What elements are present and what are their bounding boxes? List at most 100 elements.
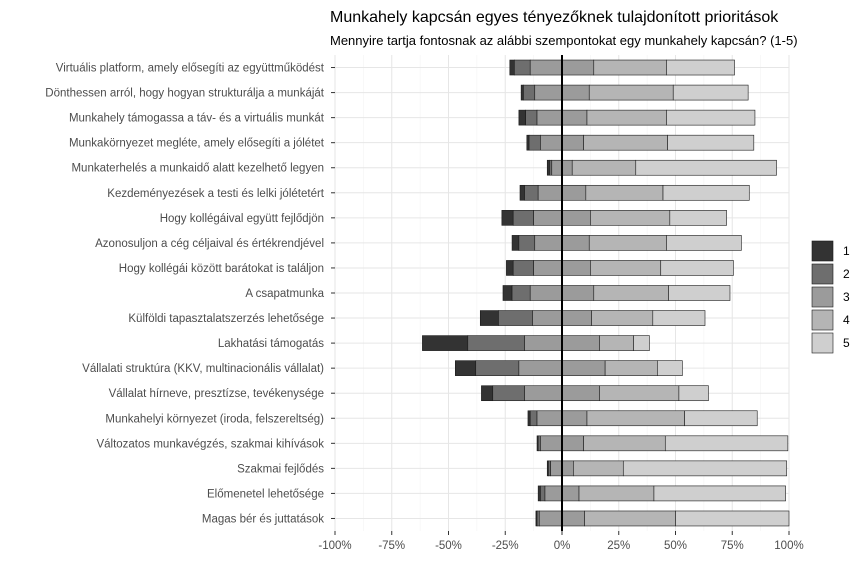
- bar-segment: [528, 134, 541, 151]
- x-tick-label: -25%: [492, 540, 519, 552]
- bar-segment: [586, 410, 685, 427]
- bar-segment: [599, 385, 680, 402]
- legend-swatch: [811, 263, 834, 285]
- bar-segment: [590, 260, 662, 276]
- category-label: Vállalati struktúra (KKV, multinacionáli…: [82, 363, 324, 375]
- bar-segment: [657, 360, 683, 376]
- bar-segment: [675, 510, 790, 527]
- bar-segment: [635, 159, 777, 176]
- bar-segment: [518, 235, 536, 251]
- bar-segment: [586, 109, 667, 126]
- bar-segment: [668, 285, 731, 301]
- bar-segment: [666, 59, 735, 76]
- bar-segment: [518, 109, 526, 126]
- bar-segment: [591, 310, 654, 326]
- bar-segment: [512, 210, 534, 226]
- bar-segment: [622, 460, 788, 477]
- category-label: Hogy kollégái között barátokat is találj…: [119, 263, 324, 275]
- bar-segment: [667, 134, 755, 151]
- bar-segment: [540, 485, 546, 502]
- category-label: Lakhatási támogatás: [218, 338, 324, 350]
- category-axis: Virtuális platform, amely elősegíti az e…: [45, 63, 335, 525]
- bar-segment: [512, 260, 534, 276]
- bar-segment: [571, 159, 637, 176]
- bar-segment: [514, 59, 531, 76]
- category-label: Vállalat hírneve, presztízse, tevékenysé…: [109, 388, 324, 400]
- bar-segment: [529, 410, 538, 427]
- bar-segment: [511, 235, 520, 251]
- category-label: Virtuális platform, amely elősegíti az e…: [56, 63, 325, 75]
- bar-segment: [527, 410, 531, 427]
- bar-segment: [583, 134, 668, 151]
- legend-label: 3: [843, 290, 850, 304]
- category-label: Munkahely támogassa a táv- és a virtuáli…: [69, 113, 325, 125]
- x-tick-label: 0%: [554, 540, 571, 552]
- bar-segment: [524, 184, 539, 201]
- bar-segment: [549, 159, 553, 176]
- bar-segment: [506, 260, 514, 276]
- legend-label: 5: [843, 336, 850, 350]
- bar-segment: [653, 485, 786, 502]
- bar-segment: [498, 310, 533, 326]
- bar-segment: [588, 235, 667, 251]
- bar-segment: [660, 260, 734, 276]
- bar-segment: [578, 485, 655, 502]
- bar-segment: [590, 210, 671, 226]
- x-tick-label: 100%: [774, 540, 803, 552]
- bar-segment: [666, 235, 742, 251]
- bar-segment: [672, 84, 749, 101]
- bar-segment: [546, 159, 550, 176]
- bar-segment: [537, 435, 541, 452]
- legend-swatch: [811, 286, 834, 308]
- bars: [422, 59, 790, 527]
- bar-segment: [662, 184, 750, 201]
- bar-segment: [520, 84, 524, 101]
- x-tick-label: -100%: [318, 540, 351, 552]
- bar-segment: [509, 59, 515, 76]
- bar-segment: [511, 285, 531, 301]
- chart-subtitle: Mennyire tartja fontosnak az alábbi szem…: [330, 33, 798, 48]
- bar-segment: [593, 59, 667, 76]
- bar-segment: [501, 210, 514, 226]
- legend-label: 1: [843, 244, 850, 258]
- bar-segment: [526, 134, 530, 151]
- bar-segment: [669, 210, 727, 226]
- bar-segment: [525, 109, 538, 126]
- bar-segment: [678, 385, 709, 402]
- bar-segment: [481, 385, 494, 402]
- category-label: A csapatmunka: [245, 288, 324, 300]
- category-label: Munkakörnyezet megléte, amely elősegíti …: [69, 138, 325, 150]
- bar-segment: [583, 435, 666, 452]
- bar-segment: [422, 335, 469, 351]
- x-tick-label: 75%: [721, 540, 744, 552]
- legend-label: 2: [843, 267, 850, 281]
- category-label: Kezdeményezések a testi és lelki jólétet…: [107, 188, 324, 200]
- bar-segment: [519, 184, 525, 201]
- value-axis: -100% -75% -50% -25% 0% 25% 50% 75% 100%: [318, 531, 804, 552]
- bar-segment: [666, 109, 756, 126]
- bar-segment: [537, 485, 541, 502]
- category-label: Munkaterhelés a munkaidő alatt kezelhető…: [71, 163, 324, 175]
- bar-segment: [585, 184, 664, 201]
- category-label: Munkahelyi környezet (iroda, felszerelts…: [105, 413, 324, 425]
- bar-segment: [604, 360, 658, 376]
- bar-segment: [573, 460, 624, 477]
- legend-swatch: [811, 332, 834, 354]
- bar-segment: [492, 385, 525, 402]
- category-label: Magas bér és juttatások: [202, 513, 324, 525]
- bar-segment: [664, 435, 789, 452]
- bar-segment: [548, 460, 551, 477]
- bar-segment: [479, 310, 499, 326]
- bar-segment: [467, 335, 525, 351]
- category-label: Külföldi tapasztalatszerzés lehetősége: [128, 313, 324, 325]
- bar-segment: [588, 84, 674, 101]
- bar-segment: [502, 285, 513, 301]
- bar-segment: [455, 360, 477, 376]
- x-tick-label: -50%: [435, 540, 462, 552]
- x-tick-label: -75%: [378, 540, 405, 552]
- bar-segment: [523, 84, 536, 101]
- x-tick-label: 25%: [607, 540, 630, 552]
- bar-segment: [684, 410, 758, 427]
- category-label: Dönthessen arról, hogy hogyan strukturál…: [45, 88, 325, 100]
